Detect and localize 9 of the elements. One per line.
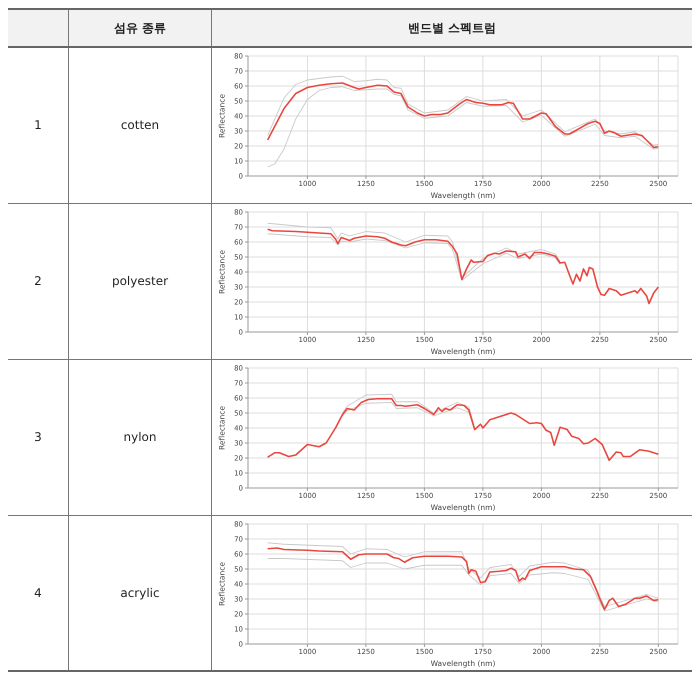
text: 1 <box>8 47 68 203</box>
text: cotten <box>68 47 212 203</box>
text: 4 <box>8 515 68 671</box>
text: nylon <box>68 359 212 515</box>
text: polyester <box>68 203 212 359</box>
text: 3 <box>8 359 68 515</box>
text: 2 <box>8 203 68 359</box>
text: 섬유 종류 <box>68 9 212 47</box>
text: acrylic <box>68 515 212 671</box>
